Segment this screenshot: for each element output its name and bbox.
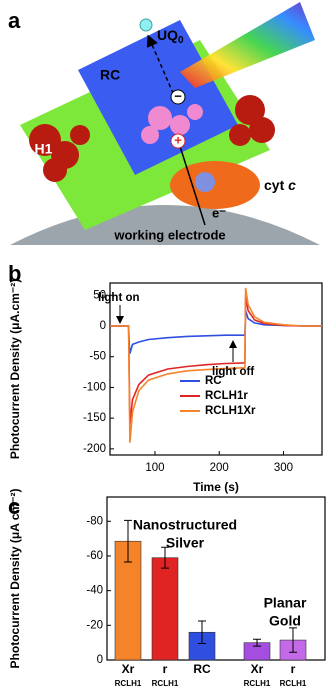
annotation: light on bbox=[98, 292, 140, 304]
y-tick-label: -200 bbox=[83, 443, 106, 455]
uq-label: UQ0 bbox=[157, 27, 184, 46]
y-tick-label: -20 bbox=[86, 619, 103, 631]
x-tick-label: Xr bbox=[122, 662, 135, 676]
x-tick-label: RC bbox=[193, 662, 211, 676]
plot-frame bbox=[109, 282, 323, 456]
diagram: − + a UQ0 RC LH1 cyt c e⁻ working electr… bbox=[8, 2, 320, 245]
electron-path bbox=[146, 34, 177, 101]
cyt-protein bbox=[195, 172, 215, 192]
legend-label: RCLH1Xr bbox=[205, 405, 256, 417]
x-tick-sublabel: RCLH1 bbox=[280, 679, 307, 688]
x-tick-sublabel: RCLH1 bbox=[115, 679, 142, 688]
uq-text: UQ bbox=[157, 27, 178, 43]
panel-label: c bbox=[8, 494, 20, 519]
y-axis-label: Photocurrent Density (μA cm⁻²) bbox=[8, 489, 22, 669]
y-tick-label: 0 bbox=[97, 654, 103, 666]
rc-protein bbox=[141, 104, 203, 144]
bar bbox=[151, 557, 179, 661]
rc-shape bbox=[78, 20, 238, 175]
y-tick-label: -40 bbox=[86, 585, 103, 597]
y-tick-label: -80 bbox=[86, 515, 103, 527]
x-tick-sublabel: RCLH1 bbox=[244, 679, 271, 688]
annotation: light off bbox=[212, 366, 254, 378]
y-tick-label: -60 bbox=[86, 550, 103, 562]
electron-path bbox=[177, 139, 206, 226]
x-axis-label: Time (s) bbox=[193, 480, 239, 494]
light-beam bbox=[180, 2, 315, 88]
annotation: Silver bbox=[166, 535, 205, 551]
y-tick-label: -100 bbox=[83, 381, 106, 393]
annotation: Gold bbox=[269, 613, 301, 629]
x-tick-label: 300 bbox=[274, 462, 293, 474]
error-bar bbox=[253, 638, 261, 647]
minus-circle bbox=[170, 89, 186, 105]
error-bar bbox=[198, 620, 206, 645]
error-bar bbox=[124, 519, 132, 563]
error-bar bbox=[161, 546, 169, 569]
plot-frame bbox=[106, 496, 326, 661]
lh1-label: LH1 bbox=[26, 141, 53, 157]
protein-blobs bbox=[29, 95, 275, 182]
minus-sign: − bbox=[174, 88, 182, 103]
cyt-shape bbox=[170, 161, 260, 209]
y-axis-label: Photocurrent Density (μA.cm⁻²) bbox=[8, 279, 22, 459]
cyt-italic: c bbox=[288, 177, 296, 193]
y-tick-label: 0 bbox=[100, 320, 106, 332]
x-tick-sublabel: RCLH1 bbox=[152, 679, 179, 688]
cyt-label: cyt c bbox=[264, 177, 296, 193]
y-tick-label: -150 bbox=[83, 412, 106, 424]
electron-label: e⁻ bbox=[212, 205, 226, 220]
uq-sub: 0 bbox=[178, 35, 184, 46]
x-tick-label: r bbox=[163, 662, 168, 676]
cyt-text: cyt bbox=[264, 177, 285, 193]
y-tick-label: -50 bbox=[89, 351, 106, 363]
data-line bbox=[110, 310, 322, 354]
y-tick-label: 50 bbox=[93, 289, 106, 301]
uq-icon bbox=[139, 18, 153, 32]
legend-label: RCLH1r bbox=[205, 390, 248, 402]
panel-label: b bbox=[8, 261, 21, 286]
error-bar bbox=[289, 627, 297, 653]
rc-label: RC bbox=[100, 67, 120, 83]
x-tick-label: r bbox=[291, 662, 296, 676]
annotation: Planar bbox=[264, 595, 307, 611]
plus-sign: + bbox=[174, 132, 182, 147]
legend-label: RC bbox=[205, 375, 222, 387]
data-line bbox=[110, 287, 322, 443]
plus-circle bbox=[170, 133, 186, 149]
x-tick-label: 100 bbox=[145, 462, 164, 474]
electrode-label: working electrode bbox=[113, 227, 225, 242]
x-tick-label: 200 bbox=[210, 462, 229, 474]
panel-label: a bbox=[8, 8, 21, 33]
annotation: Nanostructured bbox=[133, 517, 237, 533]
x-tick-label: Xr bbox=[251, 662, 264, 676]
